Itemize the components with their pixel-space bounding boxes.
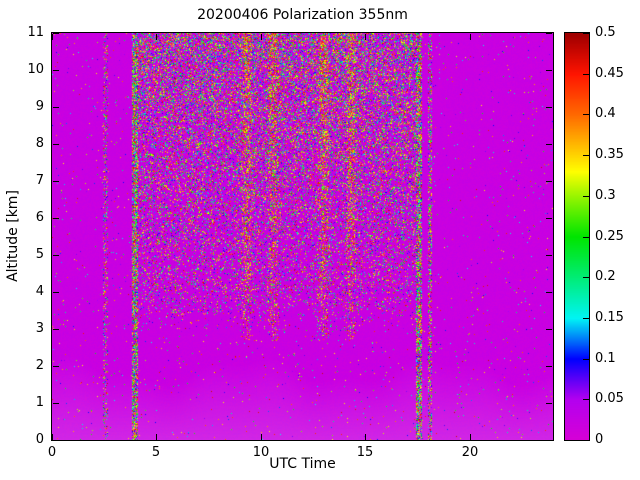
x-tick-mark-top bbox=[365, 34, 366, 40]
x-tick-mark bbox=[156, 434, 157, 440]
colorbar-tick-mark bbox=[583, 237, 589, 238]
chart-title: 20200406 Polarization 355nm bbox=[197, 7, 408, 23]
x-tick-label: 10 bbox=[252, 445, 270, 460]
y-tick-label: 8 bbox=[35, 136, 44, 151]
y-tick-mark bbox=[53, 218, 59, 219]
y-tick-label: 11 bbox=[27, 25, 44, 40]
x-tick-mark bbox=[365, 434, 366, 440]
y-tick-mark bbox=[53, 107, 59, 108]
x-tick-mark bbox=[261, 434, 262, 440]
y-tick-label: 2 bbox=[35, 358, 44, 373]
y-tick-mark bbox=[53, 70, 59, 71]
x-tick-label: 0 bbox=[47, 445, 57, 460]
x-axis-label: UTC Time bbox=[269, 456, 336, 472]
x-tick-mark-top bbox=[261, 34, 262, 40]
colorbar-tick-mark bbox=[583, 318, 589, 319]
y-tick-mark bbox=[53, 255, 59, 256]
x-tick-mark-top bbox=[470, 34, 471, 40]
y-tick-mark-right bbox=[546, 403, 552, 404]
y-tick-mark bbox=[53, 403, 59, 404]
colorbar bbox=[564, 32, 590, 441]
colorbar-tick-label: 0 bbox=[595, 432, 604, 447]
y-tick-mark-right bbox=[546, 144, 552, 145]
x-tick-mark bbox=[470, 434, 471, 440]
y-tick-mark bbox=[53, 33, 59, 34]
colorbar-tick-label: 0.5 bbox=[595, 25, 616, 40]
y-tick-label: 6 bbox=[35, 210, 44, 225]
y-tick-mark bbox=[53, 292, 59, 293]
y-tick-mark bbox=[53, 366, 59, 367]
colorbar-tick-mark bbox=[583, 440, 589, 441]
y-tick-label: 5 bbox=[35, 247, 44, 262]
colorbar-tick-label: 0.25 bbox=[595, 229, 624, 244]
colorbar-tick-label: 0.05 bbox=[595, 391, 624, 406]
x-tick-label: 5 bbox=[151, 445, 161, 460]
colorbar-tick-label: 0.1 bbox=[595, 351, 616, 366]
x-tick-label: 15 bbox=[356, 445, 374, 460]
y-tick-mark-right bbox=[546, 107, 552, 108]
y-tick-label: 3 bbox=[35, 321, 44, 336]
y-tick-mark-right bbox=[546, 218, 552, 219]
colorbar-tick-mark bbox=[583, 196, 589, 197]
colorbar-tick-mark bbox=[583, 277, 589, 278]
x-tick-label: 20 bbox=[461, 445, 479, 460]
colorbar-tick-label: 0.35 bbox=[595, 147, 624, 162]
x-tick-mark-top bbox=[52, 34, 53, 40]
y-tick-mark bbox=[53, 440, 59, 441]
colorbar-tick-mark bbox=[583, 359, 589, 360]
y-tick-mark bbox=[53, 144, 59, 145]
x-tick-mark bbox=[52, 434, 53, 440]
y-tick-mark-right bbox=[546, 366, 552, 367]
colorbar-tick-label: 0.3 bbox=[595, 188, 616, 203]
colorbar-tick-mark bbox=[583, 33, 589, 34]
y-tick-label: 9 bbox=[35, 99, 44, 114]
colorbar-tick-label: 0.15 bbox=[595, 310, 624, 325]
y-tick-label: 0 bbox=[35, 432, 44, 447]
y-tick-mark-right bbox=[546, 181, 552, 182]
colorbar-tick-mark bbox=[583, 74, 589, 75]
y-tick-mark-right bbox=[546, 70, 552, 71]
y-tick-mark bbox=[53, 329, 59, 330]
colorbar-tick-label: 0.45 bbox=[595, 66, 624, 81]
colorbar-tick-mark bbox=[583, 399, 589, 400]
colorbar-tick-label: 0.2 bbox=[595, 269, 616, 284]
x-tick-mark-top bbox=[156, 34, 157, 40]
y-tick-mark-right bbox=[546, 255, 552, 256]
y-tick-mark-right bbox=[546, 33, 552, 34]
y-tick-mark bbox=[53, 181, 59, 182]
y-tick-mark-right bbox=[546, 440, 552, 441]
colorbar-tick-label: 0.4 bbox=[595, 106, 616, 121]
y-tick-mark-right bbox=[546, 329, 552, 330]
colorbar-tick-mark bbox=[583, 155, 589, 156]
heatmap-plot-area bbox=[51, 32, 554, 441]
y-tick-label: 7 bbox=[35, 173, 44, 188]
y-tick-label: 4 bbox=[35, 284, 44, 299]
y-tick-label: 10 bbox=[27, 62, 44, 77]
y-tick-mark-right bbox=[546, 292, 552, 293]
y-tick-label: 1 bbox=[35, 395, 44, 410]
colorbar-tick-mark bbox=[583, 114, 589, 115]
